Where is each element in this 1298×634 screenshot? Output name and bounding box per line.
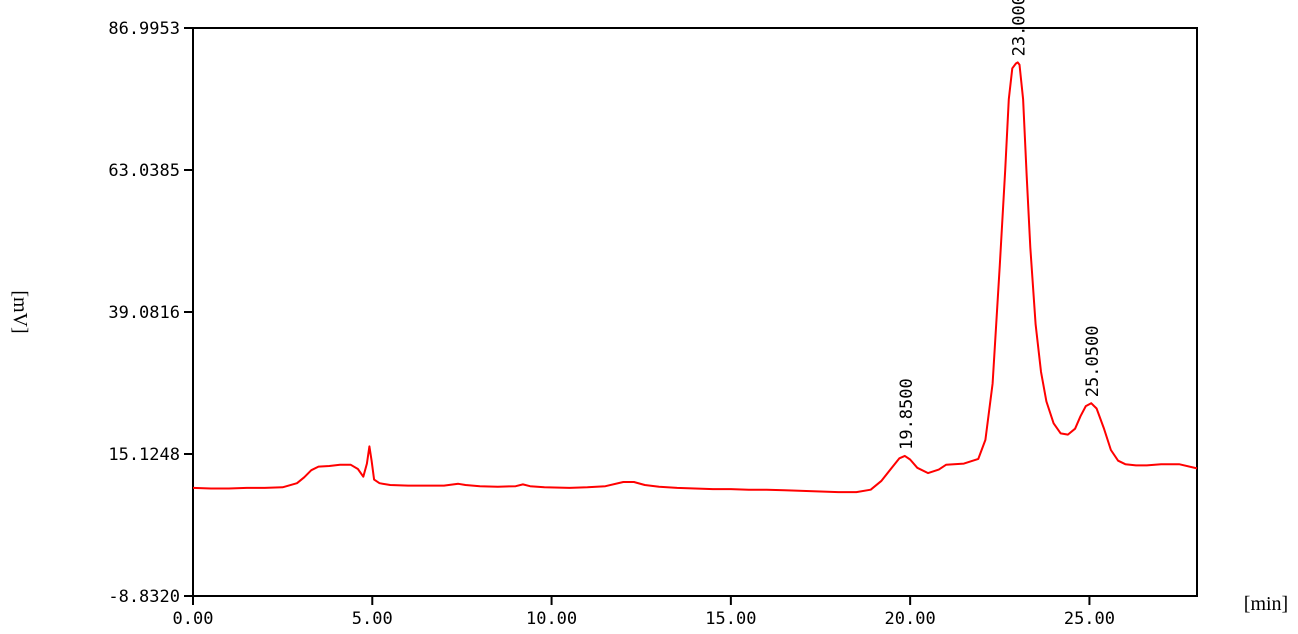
peak-label: 19.8500 — [897, 378, 917, 450]
x-tick-label: 0.00 — [173, 609, 214, 629]
y-tick-label: 39.0816 — [108, 303, 180, 323]
x-tick-label: 15.00 — [705, 609, 756, 629]
peak-label: 23.0000 — [1010, 0, 1030, 56]
x-tick-label: 25.00 — [1064, 609, 1115, 629]
y-tick-label: 86.9953 — [108, 19, 180, 39]
peak-labels: 19.8500 23.0000 25.0500 — [897, 0, 1103, 450]
y-tick-label: 63.0385 — [108, 161, 180, 181]
signal-trace — [192, 61, 1198, 494]
y-tick-label: -8.8320 — [108, 587, 180, 607]
plot-area-frame — [192, 27, 1198, 597]
peak-label: 25.0500 — [1083, 326, 1103, 398]
x-tick-label: 5.00 — [352, 609, 393, 629]
y-axis: -8.8320 15.1248 39.0816 63.0385 86.9953 — [108, 19, 193, 607]
x-axis-title: [min] — [1244, 593, 1288, 615]
y-axis-title: [mV] — [9, 290, 31, 333]
x-tick-label: 10.00 — [526, 609, 577, 629]
x-axis: 0.00 5.00 10.00 15.00 20.00 25.00 — [173, 596, 1115, 629]
y-tick-label: 15.1248 — [108, 445, 180, 465]
x-tick-label: 20.00 — [885, 609, 936, 629]
